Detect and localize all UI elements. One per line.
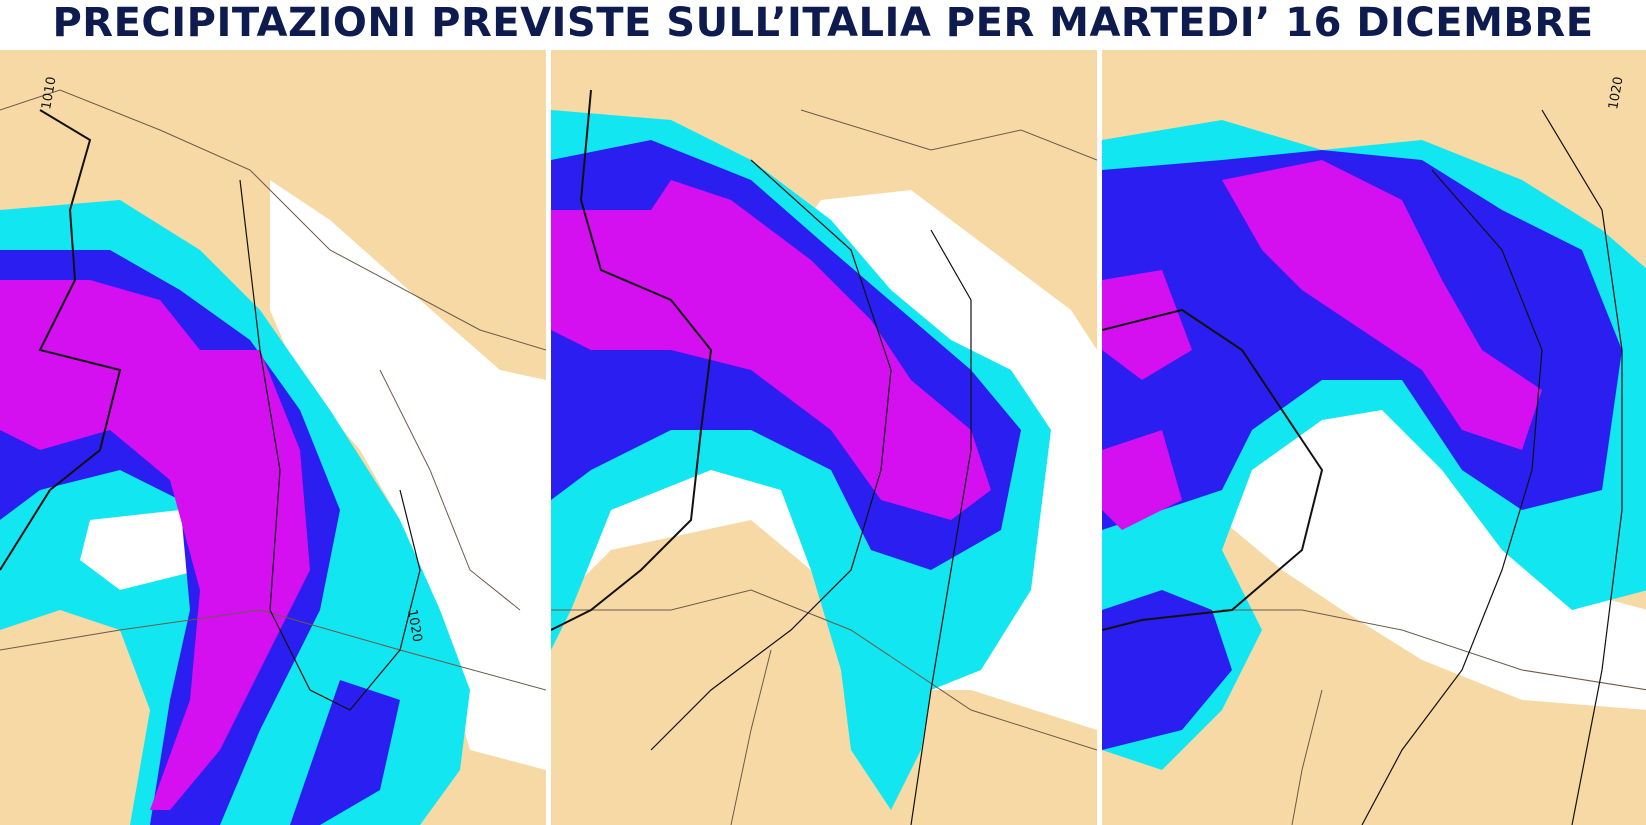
- isobar-label: 1010: [39, 75, 60, 110]
- map-panel: 1020: [1102, 50, 1646, 825]
- title: PRECIPITAZIONI PREVISTE SULL’ITALIA PER …: [52, 0, 1593, 46]
- title-band: [0, 0, 1646, 50]
- map-panel: [551, 50, 1097, 825]
- map-panel: 1010 1020: [0, 50, 546, 825]
- panel-separator: [546, 0, 551, 825]
- panel-separator: [1097, 0, 1102, 825]
- isobar-label: 1020: [404, 608, 425, 643]
- isobar-label: 1020: [1606, 75, 1627, 110]
